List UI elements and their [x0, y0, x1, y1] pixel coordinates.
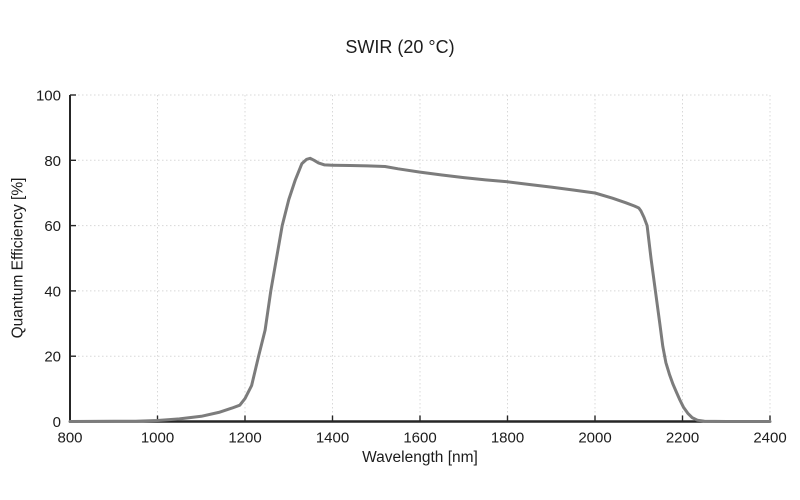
x-tick-label: 1400 — [316, 430, 349, 447]
x-tick-label: 1800 — [491, 430, 524, 447]
x-tick-label: 1600 — [403, 430, 436, 447]
x-tick-label: 1200 — [228, 430, 261, 447]
y-tick-label: 60 — [44, 218, 61, 235]
y-tick-label: 100 — [36, 88, 61, 105]
x-axis-label: Wavelength [nm] — [362, 449, 478, 466]
chart-title: SWIR (20 °C) — [345, 37, 455, 57]
x-tick-label: 2000 — [578, 430, 611, 447]
x-tick-label: 2200 — [666, 430, 699, 447]
y-tick-label: 20 — [44, 349, 61, 366]
qe-curve — [68, 156, 772, 423]
x-tick-label: 2400 — [753, 430, 786, 447]
y-tick-label: 40 — [44, 283, 61, 300]
y-tick-label: 0 — [53, 414, 61, 431]
x-tick-label: 1000 — [141, 430, 174, 447]
x-tick-label: 800 — [57, 430, 82, 447]
y-tick-label: 80 — [44, 153, 61, 170]
